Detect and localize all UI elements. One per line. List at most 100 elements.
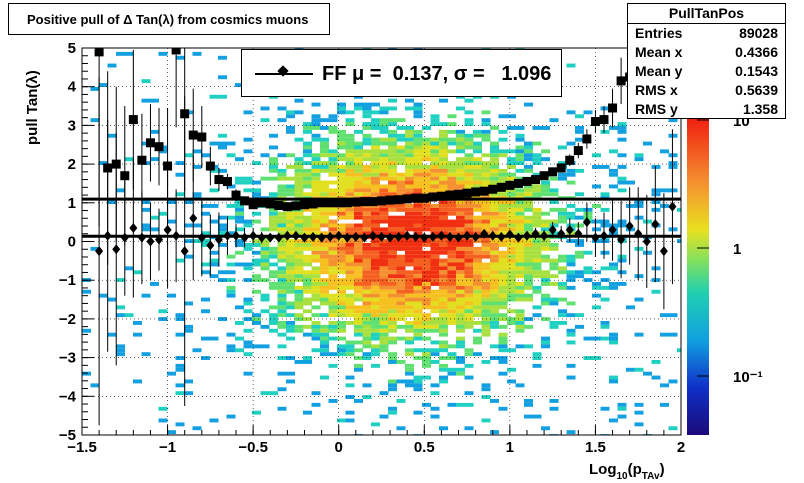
mean-point — [625, 221, 634, 232]
heat-cell — [524, 317, 533, 321]
heat-cell — [311, 348, 321, 353]
heat-cell — [286, 184, 295, 189]
sigma-point — [377, 196, 386, 206]
heat-cell — [192, 51, 202, 56]
heat-cell — [277, 211, 287, 216]
heat-cell — [311, 332, 321, 337]
heat-cell — [413, 285, 423, 290]
heat-cell — [413, 243, 423, 247]
heat-cell — [660, 332, 669, 337]
heat-cell — [354, 246, 363, 251]
heat-cell — [320, 328, 329, 333]
heat-cell — [286, 231, 295, 236]
heat-cell — [260, 246, 270, 251]
heat-cell — [328, 223, 338, 228]
heat-cell — [464, 168, 474, 173]
heat-cell — [277, 168, 287, 173]
heat-cell — [371, 305, 380, 310]
heat-cell — [405, 219, 414, 224]
heat-cell — [600, 324, 610, 329]
heat-cell — [464, 313, 474, 318]
heat-cell — [345, 309, 355, 314]
heat-cell — [668, 161, 678, 165]
heat-cell — [524, 219, 533, 224]
heat-cell — [473, 207, 482, 212]
sigma-point — [548, 167, 558, 177]
sigma-point — [197, 132, 207, 142]
heat-cell — [456, 219, 465, 224]
heat-cell — [379, 278, 389, 282]
heat-cell — [498, 227, 508, 232]
heat-cell — [337, 313, 346, 318]
heat-cell — [617, 223, 627, 228]
heat-cell — [558, 215, 567, 220]
heat-cell — [532, 262, 542, 267]
heat-cell — [464, 223, 474, 228]
heat-cell — [456, 324, 465, 329]
z-tick-label: 10⁻¹ — [733, 369, 763, 386]
heat-cell — [286, 219, 295, 224]
sigma-point — [171, 48, 181, 55]
heat-cell — [116, 305, 125, 310]
heat-cell — [541, 184, 550, 189]
heat-cell — [430, 243, 440, 247]
heat-cell — [422, 363, 431, 368]
heat-cell — [405, 313, 414, 318]
heat-cell — [320, 192, 329, 197]
heat-cell — [600, 192, 610, 197]
heat-cell — [413, 321, 423, 325]
heat-cell — [532, 184, 542, 189]
heat-cell — [396, 184, 406, 189]
heat-cell — [473, 145, 482, 150]
heat-cell — [507, 211, 516, 216]
heat-cell — [396, 243, 406, 247]
heat-cell — [184, 324, 193, 329]
heat-cell — [107, 297, 117, 302]
heat-cell — [303, 126, 312, 130]
heat-cell — [583, 207, 593, 212]
heat-cell — [269, 192, 278, 197]
heat-cell — [439, 145, 448, 150]
heat-cell — [498, 356, 508, 360]
heat-cell — [396, 223, 406, 228]
heat-cell — [634, 153, 644, 158]
heat-cell — [371, 243, 380, 247]
heat-cell — [388, 324, 397, 329]
heat-cell — [269, 219, 278, 224]
heat-cell — [379, 282, 389, 286]
heat-cell — [541, 426, 550, 431]
heat-cell — [473, 184, 482, 189]
heat-cell — [243, 137, 253, 142]
heat-cell — [422, 270, 431, 275]
heat-cell — [515, 211, 525, 216]
heat-cell — [541, 243, 550, 247]
heat-cell — [447, 305, 457, 310]
heat-cell — [209, 141, 219, 146]
heat-cell — [371, 172, 380, 177]
heat-cell — [379, 274, 389, 279]
heat-cell — [532, 192, 542, 197]
heat-cell — [337, 141, 346, 146]
sigma-point — [411, 193, 421, 203]
heat-cell — [107, 332, 117, 337]
heat-cell — [371, 165, 380, 169]
heat-cell — [396, 126, 406, 130]
heat-cell — [541, 180, 550, 185]
heat-cell — [260, 243, 270, 247]
heat-cell — [422, 126, 431, 130]
heat-cell — [439, 219, 448, 224]
heat-cell — [600, 297, 610, 302]
heat-cell — [141, 207, 151, 212]
heat-cell — [226, 270, 236, 275]
sigma-point — [496, 182, 506, 192]
heat-cell — [490, 204, 499, 208]
heat-cell — [473, 172, 482, 177]
heat-cell — [277, 246, 287, 251]
heat-cell — [430, 180, 440, 185]
heat-cell — [209, 250, 219, 255]
heat-cell — [575, 254, 584, 259]
heat-cell — [116, 51, 125, 56]
heat-cell — [405, 262, 414, 267]
heat-cell — [566, 223, 576, 228]
heat-cell — [532, 266, 542, 271]
